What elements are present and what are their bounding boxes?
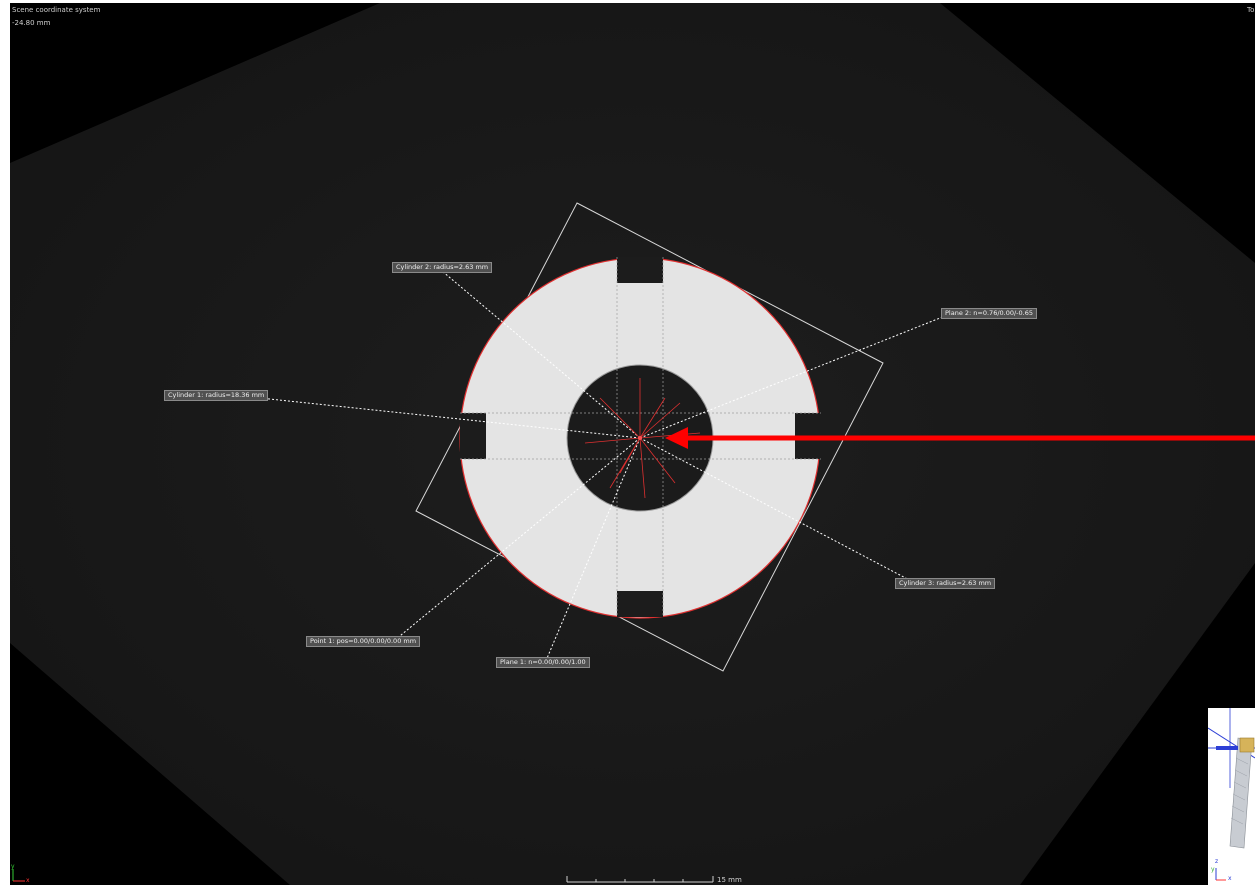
point-1-marker[interactable]	[638, 436, 642, 440]
scale-bar	[566, 876, 714, 883]
navigator-x-label: x	[1228, 875, 1232, 882]
navigator-z-label: z	[1215, 858, 1219, 865]
notch-bottom	[617, 591, 663, 617]
navigator-y-label: y	[1211, 866, 1215, 873]
measurement-guides	[460, 257, 821, 617]
label-cylinder-2[interactable]: Cylinder 2: radius=2.63 mm	[392, 262, 493, 273]
scale-bar-label: 15 mm	[717, 876, 742, 884]
axis-x-label: x	[26, 877, 30, 884]
notch-left	[460, 413, 486, 459]
overlay-title: Scene coordinate system	[12, 6, 101, 14]
label-point-1[interactable]: Point 1: pos=0.00/0.00/0.00 mm	[306, 636, 421, 647]
slice-position: -24.80 mm	[12, 19, 51, 27]
label-cylinder-3[interactable]: Cylinder 3: radius=2.63 mm	[895, 578, 996, 589]
pointer-arrow-icon	[665, 427, 1255, 449]
ct-slice-viewport[interactable]: Scene coordinate system -24.80 mm To 15 …	[10, 3, 1255, 885]
ct-slice-scene[interactable]	[10, 3, 1255, 885]
label-cylinder-1[interactable]: Cylinder 1: radius=18.36 mm	[164, 390, 269, 401]
notch-top	[617, 257, 663, 283]
axis-triad-icon	[12, 869, 25, 882]
axis-y-label: y	[11, 863, 15, 870]
label-plane-1[interactable]: Plane 1: n=0.00/0.00/1.00	[496, 657, 590, 668]
navigator-part-icon	[1216, 737, 1255, 849]
label-plane-2[interactable]: Plane 2: n=0.76/0.00/-0.65	[941, 308, 1037, 319]
navigator-thumbnail[interactable]: z y x	[1208, 708, 1255, 885]
label-leader-lines	[259, 270, 946, 664]
origin-starburst	[584, 378, 701, 499]
navigator-triad-icon	[1215, 868, 1226, 881]
right-corner-text: To	[1247, 6, 1255, 14]
